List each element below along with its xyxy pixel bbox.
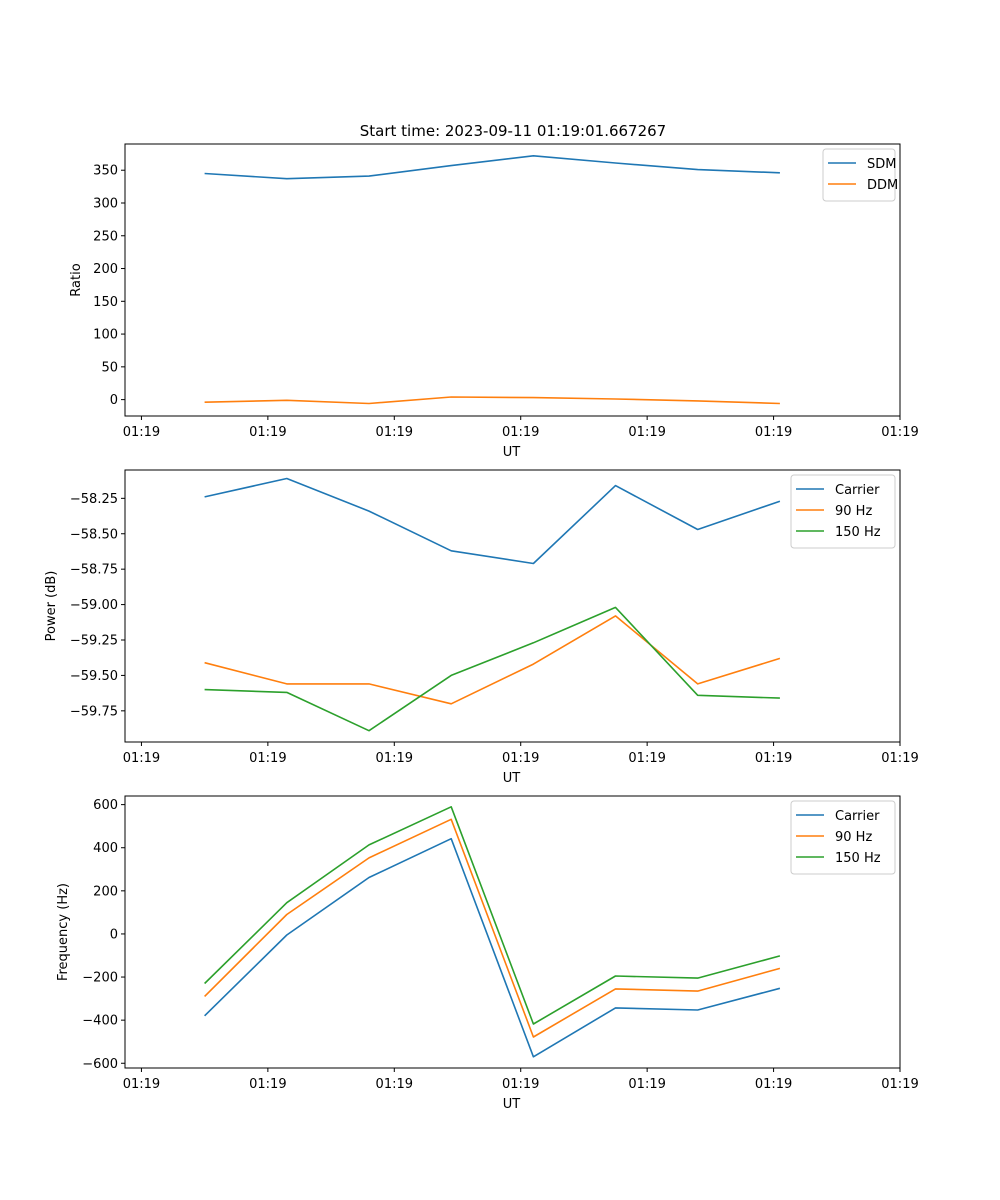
x-tick-label: 01:19	[123, 1077, 160, 1092]
legend: Carrier 90 Hz 150 Hz	[790, 800, 896, 875]
y-tick-label: −600	[82, 1057, 118, 1072]
x-tick-label: 01:19	[249, 1077, 286, 1092]
y-tick-label: −58.50	[70, 527, 118, 542]
y-tick-label: −59.75	[70, 704, 118, 719]
x-tick-label: 01:19	[881, 1077, 918, 1092]
legend-label: 90 Hz	[835, 504, 872, 519]
legend: SDM DDM	[822, 148, 898, 202]
y-tick-label: 300	[93, 196, 118, 211]
x-tick-label: 01:19	[628, 751, 665, 766]
x-tick-label: 01:19	[628, 425, 665, 440]
y-tick-label: 350	[93, 164, 118, 179]
x-tick-label: 01:19	[249, 751, 286, 766]
axes-frame	[124, 469, 901, 743]
figure-title: Start time: 2023-09-11 01:19:01.667267	[360, 122, 666, 140]
series-line-ddm	[204, 396, 780, 405]
subplot-2: 01:1901:1901:1901:1901:1901:1901:1901:20…	[44, 469, 919, 786]
x-tick-label: 01:19	[502, 1077, 539, 1092]
legend-label: 150 Hz	[835, 851, 881, 866]
legend-box	[790, 800, 896, 875]
subplots: 01:1901:1901:1901:1901:1901:1901:1901:20…	[44, 143, 919, 1112]
legend-label: SDM	[867, 157, 896, 172]
series-line-sdm	[204, 155, 780, 180]
x-tick-label: 01:19	[249, 425, 286, 440]
series-line-150-hz	[204, 606, 780, 732]
x-tick-label: 01:19	[502, 751, 539, 766]
legend-label: Carrier	[835, 483, 880, 498]
x-axis-label: UT	[503, 771, 521, 786]
legend-label: 90 Hz	[835, 830, 872, 845]
y-tick-label: 400	[93, 841, 118, 856]
legend-box	[822, 148, 896, 202]
y-tick-label: 200	[93, 884, 118, 899]
x-tick-label: 01:19	[502, 425, 539, 440]
x-tick-label: 01:19	[755, 1077, 792, 1092]
x-axis-label: UT	[503, 1097, 521, 1112]
x-tick-label: 01:19	[123, 751, 160, 766]
series-line-150-hz	[204, 805, 781, 1025]
y-tick-label: −59.25	[70, 634, 118, 649]
axes-frame	[124, 795, 901, 1069]
y-tick-label: 50	[101, 360, 118, 375]
y-axis-label: Power (dB)	[44, 571, 59, 642]
x-tick-label: 01:19	[376, 1077, 413, 1092]
x-tick-label: 01:19	[881, 751, 918, 766]
x-tick-label: 01:19	[376, 751, 413, 766]
legend: Carrier 90 Hz 150 Hz	[790, 474, 896, 549]
y-tick-label: −59.50	[70, 669, 118, 684]
y-tick-label: −58.75	[70, 563, 118, 578]
series-line-carrier	[204, 837, 781, 1058]
y-tick-label: −400	[82, 1014, 118, 1029]
x-tick-label: 01:19	[755, 425, 792, 440]
y-tick-label: −59.00	[70, 598, 118, 613]
subplot-1: 01:1901:1901:1901:1901:1901:1901:1901:20…	[69, 143, 919, 460]
x-axis-label: UT	[503, 445, 521, 460]
y-tick-label: 200	[93, 262, 118, 277]
x-tick-label: 01:19	[755, 751, 792, 766]
y-tick-label: −58.25	[70, 492, 118, 507]
y-tick-label: 250	[93, 229, 118, 244]
legend-box	[790, 474, 896, 549]
y-tick-label: −200	[82, 971, 118, 986]
legend-label: Carrier	[835, 809, 880, 824]
y-tick-label: 0	[110, 393, 118, 408]
subplot-3: 01:1901:1901:1901:1901:1901:1901:1901:20…	[56, 795, 919, 1112]
x-tick-label: 01:19	[881, 425, 918, 440]
series-line-90-hz	[204, 615, 781, 705]
legend-label: 150 Hz	[835, 525, 881, 540]
legend-label: DDM	[867, 178, 898, 193]
axes-frame	[124, 143, 901, 417]
series-line-90-hz	[204, 818, 781, 1038]
x-tick-label: 01:19	[376, 425, 413, 440]
x-tick-label: 01:19	[123, 425, 160, 440]
y-tick-label: 100	[93, 328, 118, 343]
y-tick-label: 150	[93, 295, 118, 310]
y-axis-label: Ratio	[69, 263, 84, 296]
series-line-carrier	[204, 477, 781, 565]
y-axis-label: Frequency (Hz)	[56, 883, 71, 981]
y-tick-label: 0	[110, 927, 118, 942]
x-tick-label: 01:19	[628, 1077, 665, 1092]
y-tick-label: 600	[93, 798, 118, 813]
